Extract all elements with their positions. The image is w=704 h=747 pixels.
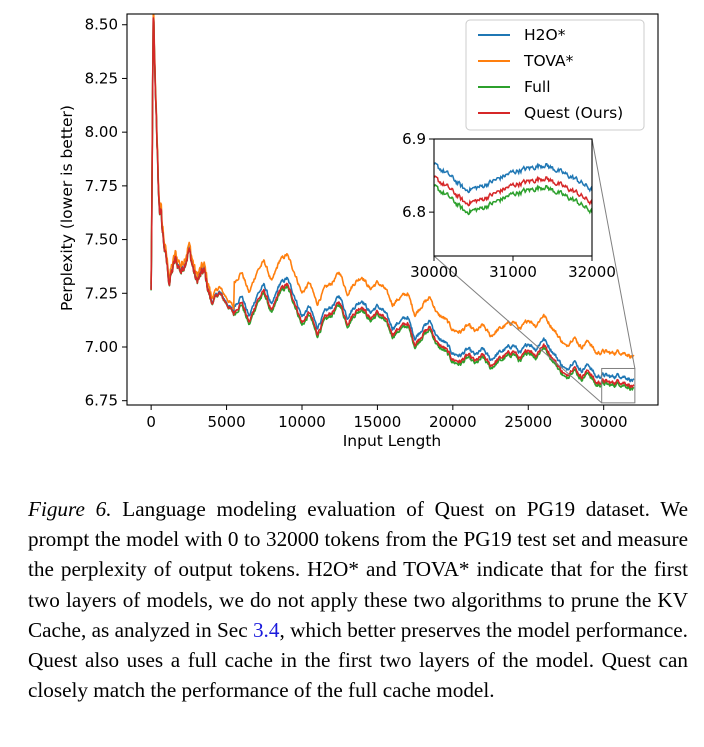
x-tick-label: 20000: [429, 413, 477, 431]
y-axis: 6.75 7.00 7.25 7.50 7.75 8.00 8.25 8.50: [85, 16, 127, 410]
x-tick-label: 25000: [504, 413, 552, 431]
y-tick-label: 8.50: [85, 16, 118, 34]
y-tick-label: 7.25: [85, 284, 118, 302]
series-line-tova: [150, 14, 635, 359]
inset-x-tick-label: 30000: [410, 263, 458, 281]
y-tick-label: 7.00: [85, 338, 118, 356]
x-tick-label: 5000: [207, 413, 245, 431]
y-tick-label: 7.75: [85, 177, 118, 195]
y-tick-label: 7.50: [85, 231, 118, 249]
inset-series-line-h2o: [434, 162, 592, 194]
inset-x-axis: 30000 31000 32000: [410, 256, 616, 281]
caption-text: Language modeling evaluation of Quest on…: [28, 497, 688, 642]
x-axis-label: Input Length: [343, 432, 442, 450]
x-axis: 0 5000 10000 15000 20000 25000 30000: [146, 405, 628, 431]
inset-x-tick-label: 31000: [489, 263, 537, 281]
section-reference-link[interactable]: 3.4: [252, 617, 280, 642]
chart-legend: H2O* TOVA* Full Quest (Ours): [465, 19, 645, 131]
inset-y-tick-label: 6.9: [402, 130, 426, 148]
inset-y-tick-label: 6.8: [402, 203, 426, 221]
figure-caption: Figure 6. Language modeling evaluation o…: [28, 494, 688, 705]
inset-series-line-quest: [434, 175, 592, 207]
zoom-region-box: [601, 367, 636, 404]
perplexity-chart: 0 5000 10000 15000 20000 25000 30000 6.75 7.00 7…: [58, 13, 659, 450]
legend-label-h2o: H2O*: [524, 26, 566, 44]
zoom-connector-line: [433, 255, 603, 404]
inset-y-axis: 6.8 6.9: [402, 130, 434, 221]
legend-label-tova: TOVA*: [523, 52, 574, 70]
inset-x-tick-label: 32000: [568, 263, 616, 281]
series-line-quest: [150, 17, 635, 389]
y-tick-label: 8.00: [85, 123, 118, 141]
main-plot-frame: [126, 13, 659, 406]
inset-plot-lines: [434, 162, 592, 216]
series-line-h2o: [150, 15, 635, 383]
inset-series-line-full: [434, 184, 592, 216]
legend-label-quest: Quest (Ours): [524, 104, 623, 122]
main-plot-lines: [150, 14, 635, 392]
legend-box: [465, 19, 645, 131]
x-tick-label: 10000: [278, 413, 326, 431]
x-tick-label: 30000: [580, 413, 628, 431]
x-tick-label: 0: [146, 413, 156, 431]
y-tick-label: 6.75: [85, 392, 118, 410]
x-tick-label: 15000: [354, 413, 402, 431]
y-tick-label: 8.25: [85, 69, 118, 87]
legend-label-full: Full: [524, 78, 551, 96]
zoom-connector-line: [591, 138, 636, 369]
figure-label: Figure 6.: [28, 497, 112, 521]
caption-text-continued: , which better preserves the model perfo…: [28, 617, 688, 703]
y-axis-label: Perplexity (lower is better): [58, 105, 76, 311]
